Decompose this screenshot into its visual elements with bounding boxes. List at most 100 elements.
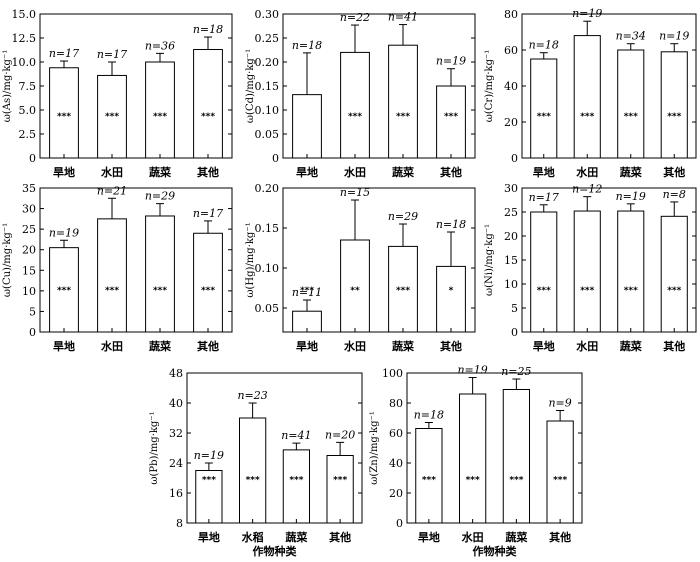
category-label: 其他 (549, 530, 571, 544)
bar (415, 428, 443, 524)
bar (388, 245, 418, 333)
category-label: 蔬菜 (149, 339, 172, 353)
chart-panel-8: 0 20 40 60 80 100 ω(Zn)/mg·kg⁻¹ n=18 *** 旱地 n=19 **… (369, 364, 583, 558)
bar (145, 215, 175, 333)
sample-size-label: n=17 (49, 47, 79, 60)
category-label: 蔬菜 (620, 339, 643, 353)
significance-label: *** (202, 476, 216, 486)
sample-size-label: n=17 (97, 48, 127, 61)
significance-label: *** (667, 112, 681, 122)
bar (97, 74, 127, 159)
category-label: 水田 (576, 165, 598, 179)
bar (459, 393, 487, 524)
y-tick-label: 30 (504, 182, 518, 195)
significance-label: *** (537, 112, 551, 122)
chart-panel-5: 0.050.100.150.20ω(Hg)/mg·kg⁻¹ n=11***旱地n=… (245, 182, 476, 353)
y-tick-label: 35 (22, 182, 36, 195)
category-label: 水田 (576, 339, 598, 353)
y-axis-label: ω(Ni)/mg·kg⁻¹ (484, 224, 495, 296)
chart-panel-3: 0 20 40 60 80 ω(Cr)/mg·kg⁻¹ n=18 *** 旱地 n=19 *** 水田… (484, 7, 697, 179)
category-label: 其他 (663, 339, 685, 353)
category-label: 旱地 (296, 339, 318, 353)
significance-label: *** (624, 112, 638, 122)
significance-label: * (449, 286, 454, 296)
significance-label: *** (57, 112, 71, 122)
chart-panel-2: 0 0.05 0.10 0.15 0.20 0.25 0.30 ω(Cd)/mg·kg⁻¹ n=… (245, 8, 476, 179)
bar (660, 215, 688, 333)
y-tick-label: 25 (504, 206, 518, 219)
y-tick-label: 0 (272, 152, 279, 165)
y-tick-label: 5 (511, 302, 518, 315)
category-label: 其他 (329, 530, 351, 544)
bar (617, 49, 645, 159)
sample-size-label: n=15 (340, 186, 370, 199)
category-label: 旱地 (418, 530, 440, 544)
significance-label: *** (201, 286, 215, 296)
chart-panel-4: 0 5 10 15 20 25 30 35 ω(Cu)/mg·kg⁻¹ n=19 *** 旱地 n=21… (2, 182, 233, 353)
bar (530, 211, 558, 333)
x-axis-title: 作物种类 (473, 544, 518, 558)
category-label: 蔬菜 (285, 530, 308, 544)
significance-label: *** (348, 112, 362, 122)
y-tick-label: 48 (169, 367, 183, 380)
plot-frame (186, 372, 363, 524)
y-tick-label: 40 (504, 80, 518, 93)
sample-size-label: n=17 (529, 191, 559, 204)
bar (660, 51, 688, 159)
significance-label: *** (537, 286, 551, 296)
y-tick-label: 5.0 (19, 104, 37, 117)
significance-label: *** (153, 112, 167, 122)
y-tick-label: 0.25 (255, 32, 280, 45)
category-label: 其他 (663, 165, 685, 179)
y-axis-label: ω(Hg)/mg·kg⁻¹ (245, 222, 256, 297)
category-label: 蔬菜 (149, 165, 172, 179)
sample-size-label: n=22 (340, 11, 370, 24)
y-tick-label: 0 (29, 152, 36, 165)
y-tick-label: 2.5 (19, 128, 37, 141)
significance-label: *** (580, 286, 594, 296)
bar (573, 35, 601, 159)
significance-label: *** (509, 476, 523, 486)
y-tick-label: 15 (22, 264, 36, 277)
sample-size-label: n=25 (501, 365, 531, 378)
plot-frame (282, 187, 476, 333)
significance-label: *** (333, 476, 347, 486)
bar (145, 61, 175, 159)
y-tick-label: 12.5 (12, 32, 37, 45)
y-tick-label: 10.0 (12, 56, 37, 69)
y-tick-label: 0.15 (255, 80, 280, 93)
plot-frame (39, 187, 233, 333)
sample-size-label: n=29 (388, 210, 418, 223)
y-tick-label: 10 (504, 278, 518, 291)
y-tick-label: 40 (389, 457, 403, 470)
sample-size-label: n=20 (325, 428, 355, 441)
y-tick-label: 20 (504, 116, 518, 129)
category-label: 水稻 (242, 530, 264, 544)
sample-size-label: n=19 (616, 190, 646, 203)
sample-size-label: n=12 (572, 183, 602, 196)
significance-label: *** (422, 476, 436, 486)
bar (49, 247, 79, 333)
sample-size-label: n=36 (145, 39, 175, 52)
category-label: 其他 (440, 339, 462, 353)
significance-label: *** (580, 112, 594, 122)
sample-size-label: n=41 (388, 11, 418, 24)
y-tick-label: 32 (169, 427, 183, 440)
category-label: 水田 (101, 165, 123, 179)
sample-size-label: n=19 (457, 364, 487, 377)
y-tick-label: 5 (29, 305, 36, 318)
y-tick-label: 100 (382, 367, 403, 380)
category-label: 其他 (440, 165, 462, 179)
category-label: 蔬菜 (505, 530, 528, 544)
y-axis-label: ω(As)/mg·kg⁻¹ (2, 50, 13, 123)
bar (193, 49, 223, 159)
category-label: 水田 (344, 339, 366, 353)
sample-size-label: n=29 (145, 190, 175, 203)
y-axis-label: ω(Pb)/mg·kg⁻¹ (149, 411, 160, 484)
y-tick-label: 20 (504, 230, 518, 243)
significance-label: *** (444, 112, 458, 122)
y-tick-label: 15 (504, 254, 518, 267)
x-axis-title: 作物种类 (253, 544, 298, 558)
